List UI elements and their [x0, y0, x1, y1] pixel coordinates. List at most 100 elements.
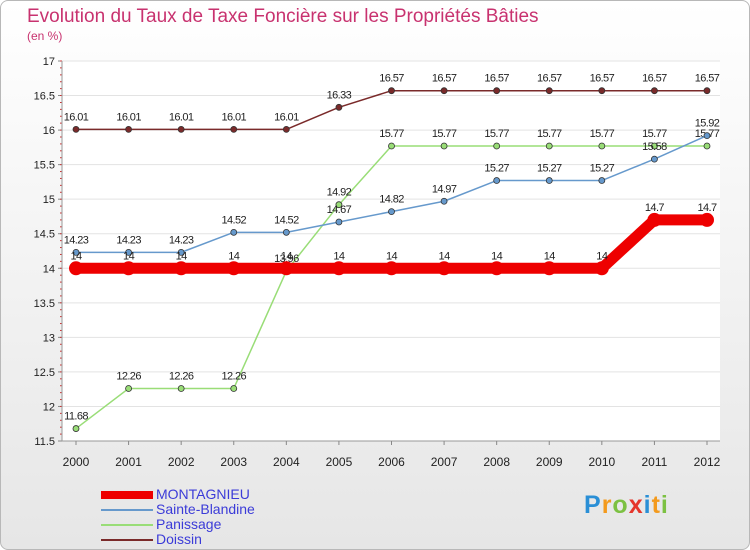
logo-letter: t [651, 491, 661, 519]
data-label: 16.57 [642, 73, 667, 85]
data-point [388, 208, 395, 216]
x-tick-label: 2010 [588, 455, 615, 469]
data-point [647, 212, 662, 227]
data-label: 15.58 [642, 141, 667, 153]
data-label: 16.57 [695, 73, 720, 85]
x-tick-label: 2005 [326, 455, 353, 469]
legend-swatch [101, 509, 153, 511]
data-label: 14 [228, 250, 240, 262]
y-tick-label: 14.5 [34, 229, 55, 241]
data-label: 15.77 [432, 128, 457, 140]
data-point [279, 261, 294, 276]
x-tick-label: 2008 [483, 455, 510, 469]
data-label: 14.82 [379, 194, 404, 206]
data-point [440, 197, 448, 205]
legend-label: Panissage [156, 516, 222, 532]
data-point [69, 261, 83, 276]
data-point [545, 142, 553, 150]
data-label: 15.27 [537, 163, 562, 175]
data-label: 15.77 [642, 128, 667, 140]
data-label: 14.7 [645, 202, 664, 214]
data-point [703, 142, 711, 150]
data-label: 12.26 [116, 370, 141, 382]
data-label: 14.67 [327, 204, 352, 216]
data-point [177, 248, 185, 256]
data-label: 16.01 [116, 111, 141, 123]
data-label: 16.57 [432, 73, 457, 85]
data-label: 14 [386, 250, 398, 262]
y-tick-label: 13.5 [34, 298, 55, 310]
x-tick-label: 2007 [431, 455, 458, 469]
data-label: 14.23 [116, 234, 141, 246]
data-point [700, 212, 714, 227]
data-point [226, 261, 241, 276]
data-point [440, 87, 448, 95]
data-label: 14 [176, 250, 188, 262]
data-point [125, 385, 132, 392]
data-label: 16.57 [537, 73, 562, 85]
y-tick-label: 13 [43, 332, 55, 344]
data-point [388, 142, 395, 150]
data-label: 14 [281, 250, 293, 262]
logo-letter: i [660, 491, 669, 519]
data-label: 14.52 [221, 214, 246, 226]
data-label: 16.57 [484, 73, 509, 85]
x-tick-label: 2006 [378, 455, 405, 469]
data-point [542, 261, 557, 276]
data-label: 15.77 [537, 128, 562, 140]
data-label: 14 [333, 250, 345, 262]
x-tick-label: 2011 [642, 455, 668, 469]
data-label: 15.27 [590, 163, 615, 175]
data-point [594, 261, 609, 276]
y-tick-label: 12 [43, 401, 55, 413]
data-point [125, 248, 132, 256]
data-label: 16.01 [64, 111, 89, 123]
data-point [651, 87, 658, 95]
x-tick-label: 2001 [115, 455, 142, 469]
plot-area [62, 61, 720, 441]
data-point [493, 142, 501, 150]
data-point [703, 87, 711, 95]
data-point [282, 228, 290, 236]
data-point [489, 261, 504, 276]
x-tick-label: 2009 [536, 455, 563, 469]
legend-label: Sainte-Blandine [156, 501, 255, 517]
legend-label: MONTAGNIEU [156, 486, 250, 502]
data-label: 15.27 [484, 163, 509, 175]
data-label: 16.33 [327, 89, 352, 101]
data-label: 14 [544, 250, 556, 262]
data-point [335, 218, 343, 226]
y-tick-label: 15.5 [34, 160, 55, 172]
data-point [493, 177, 501, 184]
data-point [125, 125, 132, 133]
data-point [703, 132, 711, 140]
data-point [282, 125, 290, 133]
data-label: 14 [123, 250, 135, 262]
x-tick-label: 2002 [168, 455, 195, 469]
data-point [545, 87, 553, 95]
x-tick-label: 2003 [220, 455, 247, 469]
legend-swatch [101, 524, 153, 526]
data-point [230, 385, 238, 392]
data-point [598, 87, 606, 95]
y-tick-label: 12.5 [34, 367, 55, 379]
data-point [230, 125, 238, 133]
data-point [651, 155, 658, 163]
legend-swatch [101, 491, 153, 499]
legend-label: Doissin [156, 531, 202, 547]
logo-letter: P [584, 491, 602, 519]
data-label: 16.01 [169, 111, 194, 123]
data-label: 16.01 [274, 111, 299, 123]
logo-letter: r [601, 491, 613, 519]
data-point [230, 228, 238, 236]
x-tick-label: 2004 [273, 455, 300, 469]
proxiti-logo: Proxiti [584, 491, 669, 520]
y-tick-label: 17 [43, 56, 55, 68]
x-tick-label: 2012 [694, 455, 721, 469]
logo-letter: o [612, 491, 629, 519]
data-label: 14.52 [274, 214, 299, 226]
chart-title: Evolution du Taux de Taxe Foncière sur l… [27, 6, 539, 27]
data-point [437, 261, 452, 276]
data-point [545, 177, 553, 184]
